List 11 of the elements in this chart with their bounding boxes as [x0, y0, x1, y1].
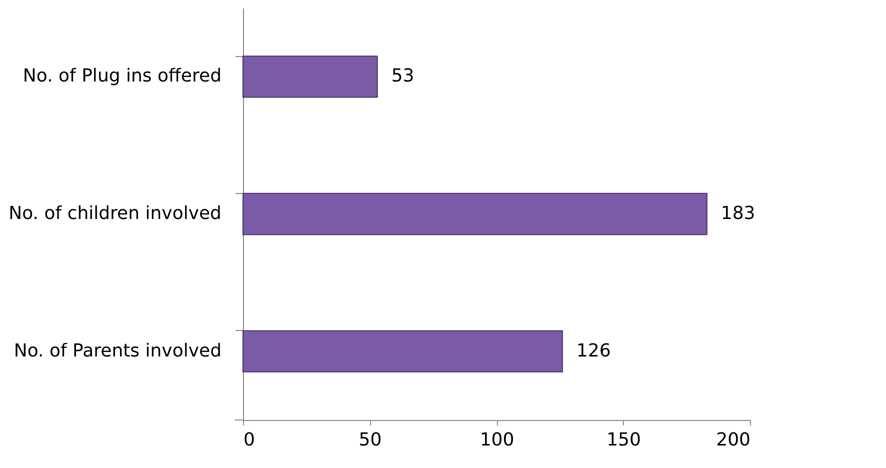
data-label: 53 [391, 66, 414, 87]
data-label: 183 [720, 203, 756, 224]
x-tick-label: 200 [716, 430, 750, 450]
y-tick-label: No. of Parents involved [14, 340, 222, 362]
x-tick-label: 50 [358, 430, 382, 450]
data-label: 126 [576, 340, 611, 362]
y-tick-label: No. of children involved [8, 203, 222, 224]
x-tick-label: 150 [606, 430, 641, 450]
y-tick-label: No. of Plug ins offered [22, 66, 222, 87]
x-tick-label: 0 [244, 430, 255, 450]
x-tick-label: 100 [480, 430, 514, 450]
